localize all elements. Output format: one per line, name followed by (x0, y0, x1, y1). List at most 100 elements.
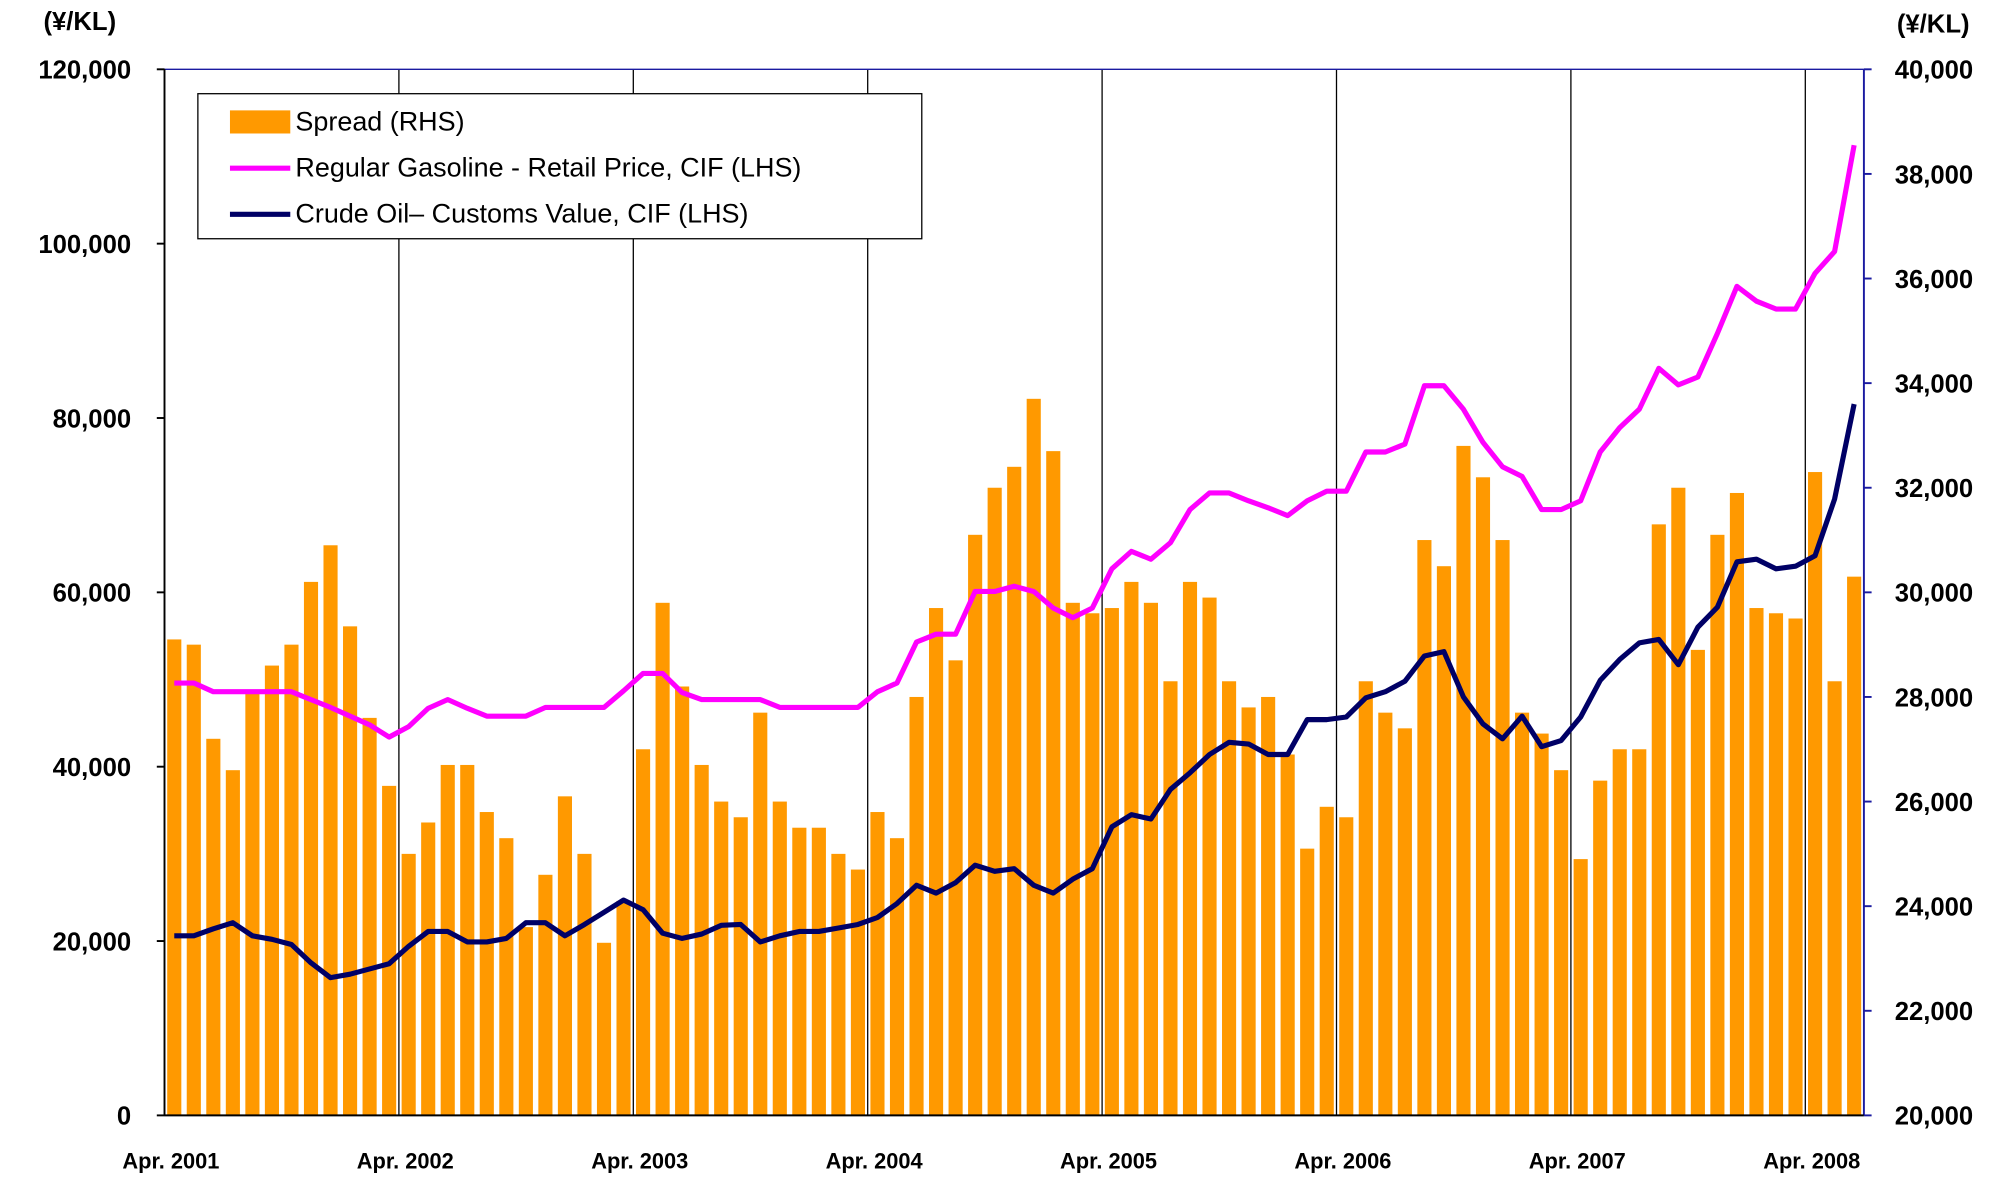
bar (1397, 728, 1412, 1116)
bar (1065, 602, 1080, 1116)
bar (1319, 806, 1334, 1116)
bar (1710, 534, 1725, 1116)
y2-tick-label: 36,000 (1895, 266, 1973, 294)
y-tick-label: 100,000 (38, 231, 131, 259)
x-tick-label: Apr. 2004 (826, 1149, 924, 1174)
y-tick-label: 80,000 (53, 405, 131, 433)
y2-tick-label: 22,000 (1895, 998, 1973, 1026)
bar (1417, 540, 1432, 1116)
line (174, 403, 1857, 981)
bar (753, 712, 768, 1116)
bar (1280, 754, 1295, 1116)
bar (499, 838, 514, 1116)
bar (1808, 472, 1823, 1116)
bar (909, 696, 924, 1116)
bar (557, 796, 572, 1116)
bar (1026, 398, 1041, 1116)
y2-tick-label: 28,000 (1895, 684, 1973, 712)
y-tick-label: 40,000 (53, 754, 131, 782)
bar (1534, 733, 1549, 1116)
bar (596, 942, 612, 1116)
line (174, 144, 1857, 740)
bar (479, 812, 494, 1116)
bar (1475, 477, 1491, 1116)
bar (1729, 492, 1744, 1116)
bar (1456, 445, 1471, 1116)
bar (1651, 524, 1666, 1116)
bar (1593, 780, 1608, 1116)
y-tick-label: 60,000 (53, 580, 131, 608)
x-tick-label: Apr. 2007 (1529, 1149, 1626, 1174)
bar (323, 545, 338, 1116)
y-tick-label: 120,000 (38, 57, 131, 85)
bar (1554, 770, 1569, 1116)
bar (811, 827, 826, 1116)
bar (1241, 707, 1256, 1116)
bar (1788, 618, 1803, 1116)
bar (225, 770, 240, 1116)
bar (303, 581, 319, 1116)
bar (264, 665, 279, 1116)
bar (1749, 608, 1764, 1116)
bar (733, 817, 748, 1116)
legend-label: Spread (RHS) (295, 106, 464, 136)
bar (1339, 817, 1354, 1116)
legend: Spread (RHS) Regular Gasoline - Retail Pr… (197, 93, 923, 240)
bar (440, 764, 455, 1116)
legend-swatch (229, 110, 291, 134)
y2-tick-label: 24,000 (1895, 894, 1973, 922)
bar (1632, 749, 1647, 1116)
bar (382, 785, 397, 1116)
bar (245, 691, 260, 1116)
bar (401, 853, 416, 1116)
bar (655, 602, 670, 1116)
bar (1436, 566, 1451, 1116)
bar (1378, 712, 1393, 1116)
bar (1143, 602, 1158, 1116)
bar (1007, 466, 1022, 1116)
bar (792, 827, 807, 1116)
bar (714, 801, 729, 1116)
bar (831, 853, 846, 1116)
y-tick-label: 20,000 (53, 928, 131, 956)
x-tick-label: Apr. 2005 (1060, 1149, 1157, 1174)
x-tick-label: Apr. 2006 (1294, 1149, 1391, 1174)
bar (694, 764, 709, 1116)
bar (1515, 712, 1530, 1116)
legend-label: Regular Gasoline - Retail Price, CIF (LH… (295, 153, 801, 183)
bar (929, 608, 944, 1116)
bar (870, 812, 885, 1116)
bar (1573, 859, 1588, 1116)
bar (968, 534, 983, 1116)
y2-tick-label: 32,000 (1895, 475, 1973, 503)
bar (616, 900, 631, 1116)
bar (1202, 597, 1217, 1116)
y2-tick-label: 40,000 (1895, 57, 1973, 85)
bar (167, 639, 182, 1116)
y2-tick-label: 30,000 (1895, 580, 1973, 608)
bar (343, 626, 358, 1116)
bar (1300, 848, 1315, 1116)
bar (1847, 576, 1862, 1116)
bar (772, 801, 787, 1116)
y2-axis-label: (¥/KL) (1897, 10, 1970, 38)
bar (1124, 581, 1139, 1116)
bar (1612, 749, 1627, 1116)
y2-tick-label: 20,000 (1895, 1103, 1973, 1131)
bar (1046, 451, 1061, 1116)
bar (675, 686, 690, 1116)
bar (186, 644, 201, 1116)
legend-label: Crude Oil– Customs Value, CIF (LHS) (295, 199, 748, 229)
bar (1261, 696, 1276, 1116)
x-tick-label: Apr. 2001 (122, 1149, 219, 1174)
bar (1222, 681, 1237, 1116)
y2-tick-label: 38,000 (1895, 161, 1973, 189)
x-tick-label: Apr. 2008 (1763, 1149, 1860, 1174)
legend-box (197, 93, 923, 240)
bar (987, 487, 1002, 1116)
bar (1827, 681, 1842, 1116)
x-tick-label: Apr. 2003 (591, 1149, 688, 1174)
bar (1358, 681, 1373, 1116)
